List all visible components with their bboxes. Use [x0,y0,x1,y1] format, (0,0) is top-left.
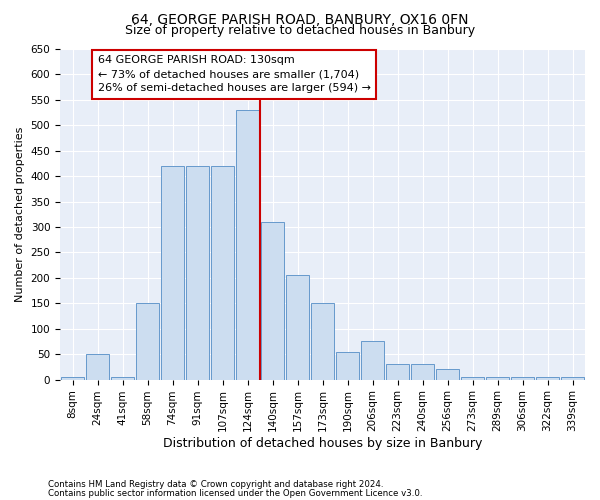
Bar [286,276,309,380]
Text: Contains HM Land Registry data © Crown copyright and database right 2024.: Contains HM Land Registry data © Crown c… [48,480,383,489]
Bar [161,166,184,380]
Bar [361,342,384,380]
Text: 64 GEORGE PARISH ROAD: 130sqm
← 73% of detached houses are smaller (1,704)
26% o: 64 GEORGE PARISH ROAD: 130sqm ← 73% of d… [98,55,371,93]
Bar [236,110,259,380]
Text: 64, GEORGE PARISH ROAD, BANBURY, OX16 0FN: 64, GEORGE PARISH ROAD, BANBURY, OX16 0F… [131,12,469,26]
Bar [411,364,434,380]
Bar [536,377,559,380]
Bar [486,377,509,380]
Bar [261,222,284,380]
Text: Size of property relative to detached houses in Banbury: Size of property relative to detached ho… [125,24,475,37]
Bar [111,377,134,380]
Bar [86,354,109,380]
Y-axis label: Number of detached properties: Number of detached properties [15,126,25,302]
Bar [386,364,409,380]
Bar [136,304,159,380]
Bar [461,377,484,380]
Bar [61,377,84,380]
Bar [311,304,334,380]
Bar [436,370,459,380]
Bar [561,377,584,380]
Bar [511,377,534,380]
X-axis label: Distribution of detached houses by size in Banbury: Distribution of detached houses by size … [163,437,482,450]
Bar [211,166,234,380]
Bar [336,352,359,380]
Text: Contains public sector information licensed under the Open Government Licence v3: Contains public sector information licen… [48,489,422,498]
Bar [186,166,209,380]
